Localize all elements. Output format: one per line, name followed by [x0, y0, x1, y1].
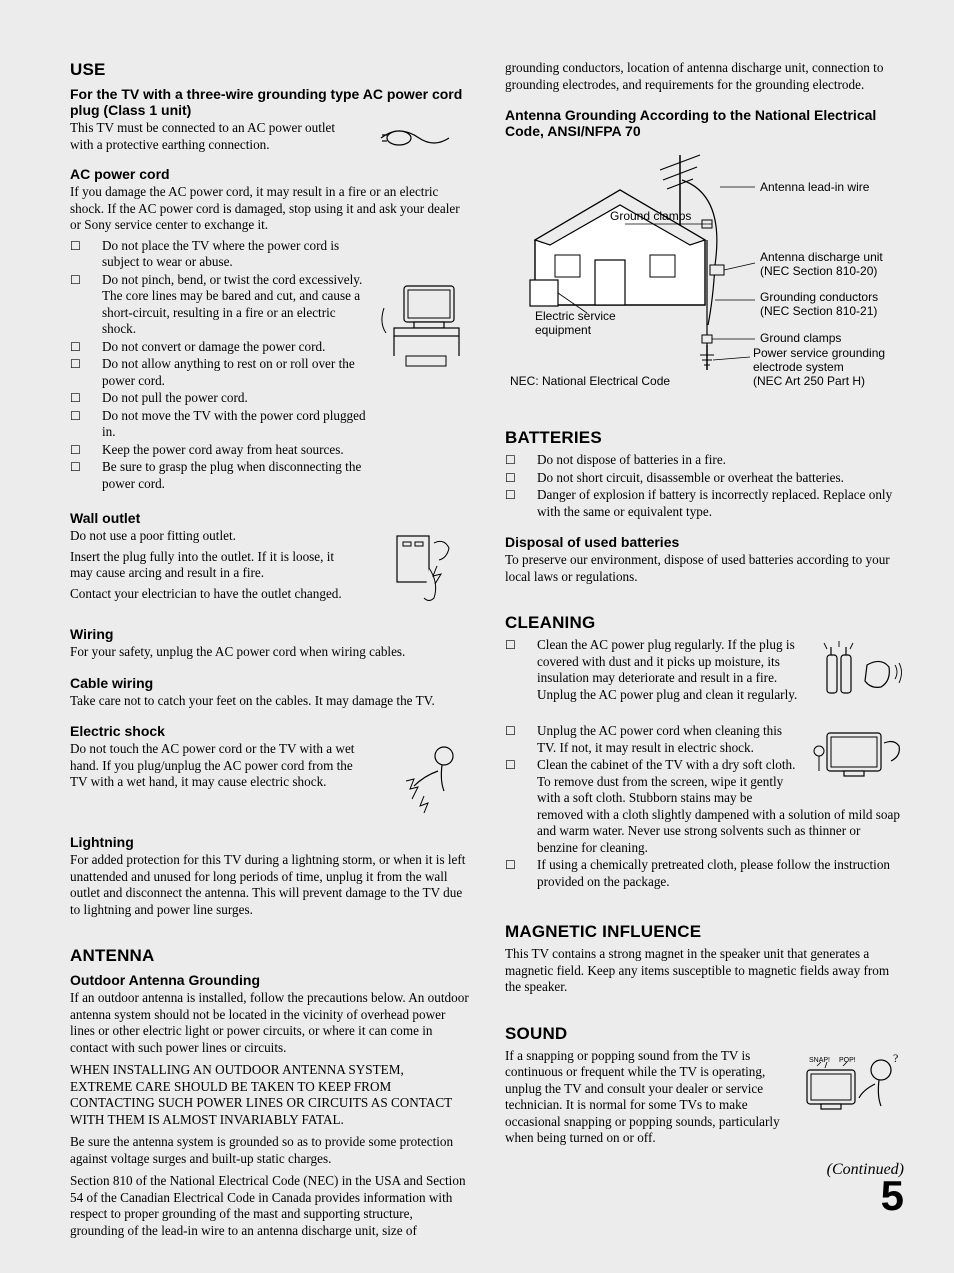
diagram-label: NEC: National Electrical Code — [510, 374, 670, 388]
para-lightning: For added protection for this TV during … — [70, 852, 469, 918]
page-number: 5 — [505, 1175, 904, 1217]
diagram-label: Antenna discharge unit — [760, 250, 883, 264]
two-column-layout: USE For the TV with a three-wire groundi… — [70, 60, 904, 1243]
para-wiring: For your safety, unplug the AC power cor… — [70, 644, 469, 661]
diagram-label: equipment — [535, 323, 592, 337]
section-magnetic-title: MAGNETIC INFLUENCE — [505, 922, 904, 942]
heading-cable-wiring: Cable wiring — [70, 675, 469, 691]
outlet-icon — [389, 528, 469, 608]
para-magnetic: This TV contains a strong magnet in the … — [505, 946, 904, 996]
heading-electric-shock: Electric shock — [70, 723, 469, 739]
diagram-label: Ground clamps — [610, 209, 691, 223]
heading-outdoor-grounding: Outdoor Antenna Grounding — [70, 972, 469, 988]
sound-icon: SNAP! POP! ? — [799, 1048, 904, 1128]
section-batteries-title: BATTERIES — [505, 428, 904, 448]
para-antenna-2: WHEN INSTALLING AN OUTDOOR ANTENNA SYSTE… — [70, 1062, 469, 1128]
cleaning-plug-icon — [809, 637, 904, 717]
para-antenna-1: If an outdoor antenna is installed, foll… — [70, 990, 469, 1056]
document-page: USE For the TV with a three-wire groundi… — [0, 0, 954, 1273]
plug-icon — [379, 120, 469, 156]
diagram-label: Antenna lead-in wire — [760, 180, 870, 194]
list-batteries: Do not dispose of batteries in a fire. D… — [505, 452, 904, 520]
para-shock: Do not touch the AC power cord or the TV… — [70, 741, 360, 791]
para-antenna-3: Be sure the antenna system is grounded s… — [70, 1134, 469, 1167]
list-item: Do not place the TV where the power cord… — [70, 238, 469, 271]
heading-lightning: Lightning — [70, 834, 469, 850]
heading-disposal: Disposal of used batteries — [505, 534, 904, 550]
list-item: Be sure to grasp the plug when disconnec… — [70, 459, 372, 492]
para-outlet-c: Contact your electrician to have the out… — [70, 586, 360, 603]
diagram-label: Grounding conductors — [760, 290, 878, 304]
heading-wall-outlet: Wall outlet — [70, 510, 469, 526]
section-cleaning-title: CLEANING — [505, 613, 904, 633]
list-item: Do not move the TV with the power cord p… — [70, 408, 372, 441]
list-item: Do not dispose of batteries in a fire. — [505, 452, 904, 469]
para-cable-wiring: Take care not to catch your feet on the … — [70, 693, 469, 710]
list-item: Unplug the AC power cord when cleaning t… — [505, 723, 817, 756]
antenna-grounding-diagram: Antenna lead-in wire Ground clamps Anten… — [505, 145, 904, 400]
heading-class1: For the TV with a three-wire grounding t… — [70, 86, 469, 118]
list-item: Do not pull the power cord. — [70, 390, 469, 407]
list-item: If using a chemically pretreated cloth, … — [505, 857, 904, 890]
diagram-label: Power service grounding — [753, 346, 885, 360]
shock-icon — [394, 741, 469, 816]
svg-text:POP!: POP! — [839, 1057, 856, 1064]
diagram-label: (NEC Art 250 Part H) — [753, 374, 865, 388]
diagram-label: (NEC Section 810-20) — [760, 264, 877, 278]
cleaning-tv-icon — [809, 721, 904, 796]
heading-wiring: Wiring — [70, 626, 469, 642]
para-antenna-cont: grounding conductors, location of antenn… — [505, 60, 904, 93]
diagram-label: (NEC Section 810-21) — [760, 304, 877, 318]
diagram-label: electrode system — [753, 360, 844, 374]
heading-antenna-nec: Antenna Grounding According to the Natio… — [505, 107, 904, 139]
left-column: USE For the TV with a three-wire groundi… — [70, 60, 469, 1243]
list-item: Danger of explosion if battery is incorr… — [505, 487, 904, 520]
section-antenna-title: ANTENNA — [70, 946, 469, 966]
svg-text:?: ? — [893, 1051, 898, 1065]
para-outlet-b: Insert the plug fully into the outlet. I… — [70, 549, 360, 582]
section-use-title: USE — [70, 60, 469, 80]
heading-ac-cord: AC power cord — [70, 166, 469, 182]
tv-cord-icon — [374, 278, 469, 373]
para-disposal: To preserve our environment, dispose of … — [505, 552, 904, 585]
list-item: Clean the AC power plug regularly. If th… — [505, 637, 827, 703]
list-item: Do not short circuit, disassemble or ove… — [505, 470, 904, 487]
para-sound: If a snapping or popping sound from the … — [505, 1048, 785, 1147]
para-antenna-4: Section 810 of the National Electrical C… — [70, 1173, 469, 1239]
right-column: grounding conductors, location of antenn… — [505, 60, 904, 1243]
para-outlet-a: Do not use a poor fitting outlet. — [70, 528, 360, 545]
diagram-label: Ground clamps — [760, 331, 841, 345]
section-sound-title: SOUND — [505, 1024, 904, 1044]
list-item: Keep the power cord away from heat sourc… — [70, 442, 469, 459]
diagram-label: Electric service — [535, 309, 616, 323]
para-class1: This TV must be connected to an AC power… — [70, 120, 340, 153]
list-item: Do not allow anything to rest on or roll… — [70, 356, 372, 389]
para-ac-cord: If you damage the AC power cord, it may … — [70, 184, 469, 234]
